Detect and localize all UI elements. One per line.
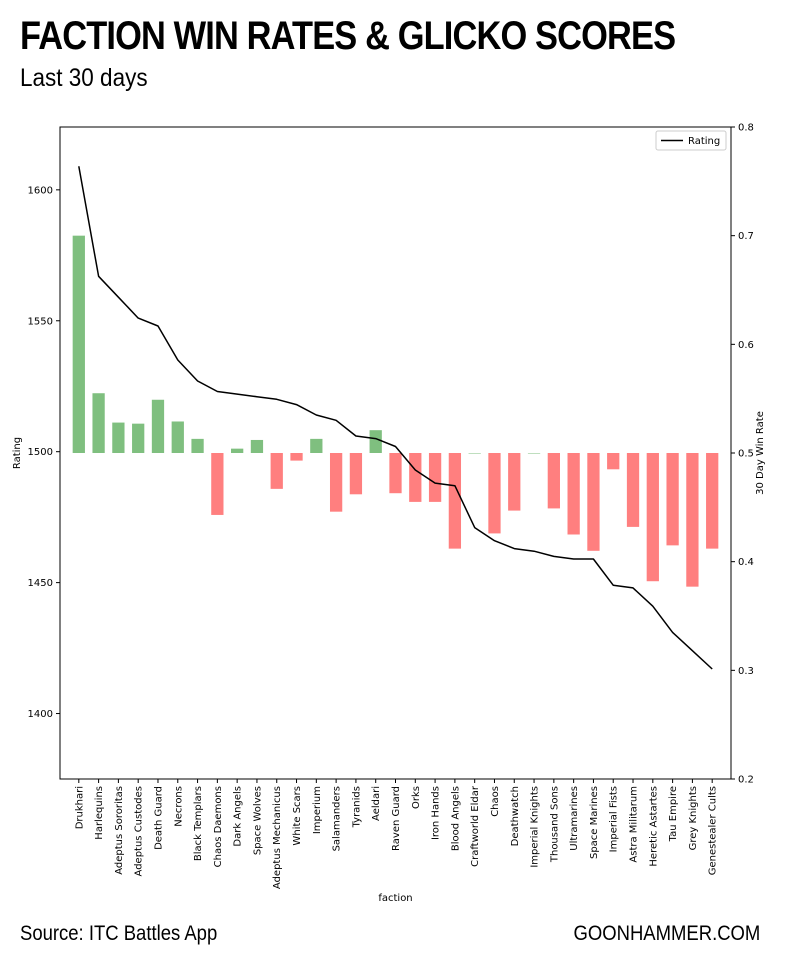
x-tick-label: Death Guard (153, 786, 164, 850)
win-rate-bar-orks (409, 453, 422, 502)
x-tick-label: Tyranids (351, 786, 362, 828)
chart-title: FACTION WIN RATES & GLICKO SCORES (20, 14, 676, 58)
x-tick-label: Aeldari (371, 786, 382, 821)
left-axis: 1400 1450 1500 1550 1600 (28, 185, 60, 720)
win-rate-bar-astra-militarum (626, 453, 640, 527)
x-tick-label: Iron Hands (431, 786, 442, 840)
x-tick-label: Salamanders (332, 786, 343, 851)
x-tick-label: Deathwatch (510, 786, 521, 846)
x-tick-label: White Scars (292, 786, 303, 846)
y2-axis-label: 30 Day Win Rate (755, 411, 766, 495)
y-tick-label: 1550 (28, 316, 53, 327)
x-tick-label: Craftworld Eldar (470, 785, 481, 867)
legend: Rating (655, 130, 727, 151)
x-tick-label: Astra Militarum (629, 786, 640, 863)
win-rate-bar-harlequins (92, 393, 105, 453)
y2-tick-label: 0.6 (738, 340, 754, 351)
win-rate-bar-chaos-daemons (211, 453, 224, 515)
x-tick-label: Adeptus Custodes (134, 786, 145, 876)
brand-credit: GOONHAMMER.COM (573, 922, 760, 945)
x-tick-label: Dark Angels (233, 786, 244, 847)
y-tick-label: 1450 (28, 578, 53, 589)
win-rate-bar-deathwatch (508, 453, 521, 511)
x-tick-label: Grey Knights (688, 786, 699, 850)
x-tick-label: Adeptus Sororitas (114, 786, 125, 875)
win-rate-bar-adeptus-sororitas (112, 422, 125, 453)
x-tick-label: Black Templars (193, 786, 204, 861)
win-rate-bar-raven-guard (389, 453, 402, 494)
win-rate-bar-space-marines (587, 453, 600, 551)
legend-box (655, 130, 727, 151)
win-rate-bar-heretic-astartes (646, 453, 659, 582)
win-rate-bar-thousand-sons (547, 453, 560, 509)
y2-tick-label: 0.3 (738, 666, 754, 677)
y2-tick-label: 0.4 (738, 557, 754, 568)
x-tick-label: Genestealer Cults (708, 786, 719, 875)
win-rate-bar-imperium (310, 438, 323, 453)
win-rate-bar-space-wolves (250, 439, 264, 453)
x-tick-label: Space Wolves (252, 786, 263, 855)
x-tick-label: Orks (411, 786, 422, 809)
y2-tick-label: 0.2 (738, 775, 754, 786)
x-tick-label: Chaos (490, 786, 501, 817)
win-rate-bar-tyranids (349, 453, 363, 495)
right-axis: 0.2 0.3 0.4 0.5 0.6 0.7 0.8 (731, 123, 754, 786)
x-tick-label: Ultramarines (569, 786, 580, 851)
x-tick-label: Heretic Astartes (648, 786, 659, 867)
win-rate-bar-white-scars (290, 453, 303, 461)
chart-subtitle: Last 30 days (20, 64, 148, 92)
x-tick-label: Tau Empire (668, 786, 679, 842)
x-tick-label: Raven Guard (391, 786, 402, 851)
y-tick-label: 1600 (28, 185, 53, 196)
win-rate-bar-death-guard (151, 399, 165, 453)
x-tick-label: Imperial Fists (609, 786, 620, 852)
win-rate-bar-craftworld-eldar (468, 453, 481, 454)
win-rate-bar-salamanders (329, 453, 343, 512)
win-rate-bar-genestealer-cults (706, 453, 719, 549)
y-tick-label: 1400 (28, 709, 53, 720)
y2-tick-label: 0.8 (738, 123, 754, 134)
rating-line (78, 166, 713, 670)
bars-group (72, 235, 719, 587)
win-rate-bar-aeldari (369, 430, 382, 453)
win-rate-bar-adeptus-mechanicus (270, 453, 283, 489)
x-tick-label: Harlequins (94, 786, 105, 840)
legend-label-rating: Rating (688, 136, 720, 147)
x-tick-label: Adeptus Mechanicus (272, 786, 283, 889)
y2-tick-label: 0.7 (738, 231, 754, 242)
x-tick-label: Drukhari (74, 786, 85, 829)
win-rate-bar-blood-angels (448, 453, 462, 549)
win-rate-bar-imperial-fists (607, 453, 620, 470)
y-tick-label: 1500 (28, 447, 53, 458)
win-rate-bar-imperial-knights (527, 453, 541, 454)
win-rate-bar-dark-angels (231, 448, 244, 453)
win-rate-bar-iron-hands (428, 453, 442, 502)
x-tick-label: Necrons (173, 786, 184, 827)
source-credit: Source: ITC Battles App (20, 922, 218, 945)
x-tick-label: Imperial Knights (530, 786, 541, 868)
win-rate-bar-adeptus-custodes (132, 423, 145, 453)
y2-tick-label: 0.5 (738, 449, 754, 460)
rating-line-group (78, 166, 713, 670)
x-axis: Drukhari Harlequins Adeptus Sororitas Adept… (74, 779, 719, 889)
win-rate-bar-black-templars (191, 438, 204, 453)
x-axis-label: faction (378, 893, 412, 904)
x-tick-label: Thousand Sons (549, 786, 560, 863)
win-rate-bar-grey-knights (686, 453, 699, 587)
y-axis-label: Rating (12, 437, 23, 469)
win-rate-bar-tau-empire (666, 453, 679, 546)
win-rate-bar-chaos (488, 453, 501, 534)
win-rate-bar-drukhari (72, 235, 85, 453)
x-tick-label: Chaos Daemons (213, 786, 224, 867)
x-tick-label: Blood Angels (450, 786, 461, 851)
x-tick-label: Space Marines (589, 786, 600, 859)
win-rate-bar-necrons (171, 421, 184, 453)
win-rate-bar-ultramarines (567, 453, 580, 535)
x-tick-label: Imperium (312, 786, 323, 834)
